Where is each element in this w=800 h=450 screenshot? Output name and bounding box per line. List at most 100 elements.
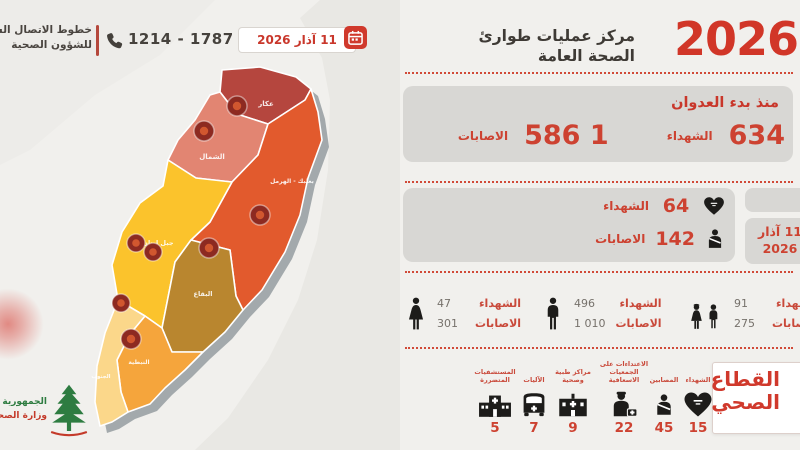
health-sector-title-line1: القطاع (710, 367, 780, 391)
health-item-martyrs: الشهداء 15 (680, 364, 716, 436)
region-bekaa (161, 239, 244, 353)
children-martyrs-label: الشهداء (775, 296, 800, 310)
page-title-line1: مركز عمليات طوارئ (478, 27, 635, 45)
children-stats-group: 91 275 الشهداء الاصابات (688, 283, 800, 345)
health-item-vehicles: الآليات 7 (517, 364, 551, 436)
women-injuries-value: 301 (437, 317, 458, 330)
cedar-logo (50, 384, 88, 437)
daily-panel: 64 الشهداء 142 الاصابات (403, 188, 735, 262)
health-item-hospitals: المستشفيات المتضررة 5 (466, 364, 524, 436)
ministry-label: وزارة الصحة العامة (0, 410, 47, 421)
hospital-icon (478, 386, 512, 418)
health-item-value: 45 (654, 420, 674, 436)
men-martyrs-label: الشهداء (619, 296, 662, 310)
daily-martyrs-row: 64 الشهداء (603, 195, 725, 217)
clinic-icon (558, 386, 588, 418)
health-sector-title: القطاع الصحي (710, 367, 780, 414)
region-label-south: الجنوب (91, 374, 110, 380)
calendar-icon (344, 26, 367, 49)
health-item-medical-centers: مراكز طبية وصحية 9 (550, 364, 596, 436)
since-start-title: منذ بدء العدوان (671, 95, 779, 111)
women-labels: الشهداء الاصابات (475, 294, 521, 335)
hotline-divider (96, 25, 99, 56)
dotted-divider (405, 347, 793, 349)
date-badge: 11 آذار 2026 (238, 27, 356, 53)
children-injuries-value: 275 (734, 317, 755, 330)
since-start-stats: 634 الشهداء 1 586 الاصابات (458, 120, 785, 151)
men-labels: الشهداء الاصابات (616, 294, 662, 335)
martyrs-total-value: 634 (728, 120, 785, 151)
daily-injuries-value: 142 (655, 228, 695, 250)
women-values: 47 301 (437, 294, 465, 335)
children-labels: الشهداء الاصابات (772, 294, 800, 335)
health-item-value: 9 (568, 420, 578, 436)
region-label-mount-lebanon: جبل لبنان (142, 239, 173, 247)
hotline-label: خطوط الاتصال الساخنة للشؤون الصحية (0, 23, 92, 53)
health-item-attacks: الاعتداءات على الجمعيات الاسعافية 22 (596, 359, 652, 436)
daily-injuries-label: الاصابات (595, 232, 646, 246)
children-icon (691, 303, 718, 329)
health-item-label: مراكز طبية وصحية (555, 367, 591, 384)
man-icon (547, 297, 559, 330)
page-title: مركز عمليات طوارئ الصحة العامة (479, 26, 635, 66)
dotted-divider (405, 181, 793, 183)
health-item-value: 7 (529, 420, 539, 436)
health-item-label: الاعتداءات على الجمعيات الاسعافية (599, 359, 649, 384)
daily-date-line2: 2026 (762, 241, 798, 256)
health-item-label: الشهداء (685, 375, 711, 384)
men-injuries-value: 1 010 (574, 317, 606, 330)
daily-date-line1: 11 آذار (758, 224, 800, 240)
region-label-nabatieh: النبطية (128, 359, 149, 366)
injuries-total-value: 1 586 (524, 120, 609, 151)
paramedic-icon (609, 386, 639, 418)
heart-icon (683, 386, 713, 418)
hotline-numbers: 1214 - 1787 (128, 30, 234, 48)
injured-person-icon (708, 229, 722, 248)
women-martyrs-label: الشهداء (478, 296, 522, 310)
region-label-north: الشمال (199, 153, 225, 161)
daily-injuries-row: 142 الاصابات (595, 227, 725, 251)
page-title-line2: الصحة العامة (537, 47, 635, 66)
heart-icon (704, 197, 724, 215)
hotline-label-line1: خطوط الاتصال الساخنة (0, 24, 92, 36)
men-martyrs-value: 496 (574, 296, 595, 310)
hotline-label-line2: للشؤون الصحية (11, 39, 92, 52)
injured-icon (653, 386, 675, 418)
dotted-divider (405, 72, 793, 74)
woman-icon (408, 297, 424, 330)
health-item-value: 15 (688, 420, 708, 436)
health-item-label: المصابين (649, 375, 679, 384)
health-item-label: الآليات (523, 375, 545, 384)
dotted-divider (405, 271, 793, 273)
health-item-value: 22 (614, 420, 634, 436)
health-item-value: 5 (490, 420, 500, 436)
background-land (195, 0, 400, 450)
ambulance-icon (521, 386, 547, 418)
region-label-bekaa: البقاع (194, 290, 213, 298)
phone-icon (107, 33, 123, 49)
daily-date-panel: 11 آذار 2026 (745, 218, 800, 264)
health-item-injured: المصابين 45 (648, 364, 680, 436)
side-strip (745, 188, 800, 212)
since-start-panel: منذ بدء العدوان 634 الشهداء 1 586 الاصاب… (403, 86, 793, 162)
background-land-nw (0, 0, 215, 165)
lebanon-map: عكار الشمال بعلبك - الهرمل جبل لبنان الب… (0, 0, 400, 450)
region-label-akkar: عكار (257, 100, 274, 108)
men-injuries-label: الاصابات (615, 317, 662, 330)
children-injuries-label: الاصابات (772, 317, 800, 330)
injuries-total-label: الاصابات (457, 128, 509, 143)
strike-markers (111, 95, 271, 350)
men-stats-group: 496 1 010 الشهداء الاصابات (542, 283, 662, 345)
daily-martyrs-label: الشهداء (603, 199, 649, 213)
men-values: 496 1 010 (574, 294, 606, 335)
date-badge-text: 11 آذار 2026 (257, 33, 337, 47)
health-sector-title-line2: الصحي (711, 390, 780, 414)
ministry-signature: الجمهورية اللبنانية وزارة الصحة العامة (0, 396, 47, 424)
women-martyrs-value: 47 (437, 296, 451, 310)
women-stats-group: 47 301 الشهداء الاصابات (405, 283, 521, 345)
women-injuries-label: الاصابات (475, 317, 522, 330)
martyrs-total-label: الشهداء (666, 128, 713, 143)
children-values: 91 275 (734, 294, 762, 335)
region-label-baalbek-hermel: بعلبك - الهرمل (270, 178, 314, 185)
